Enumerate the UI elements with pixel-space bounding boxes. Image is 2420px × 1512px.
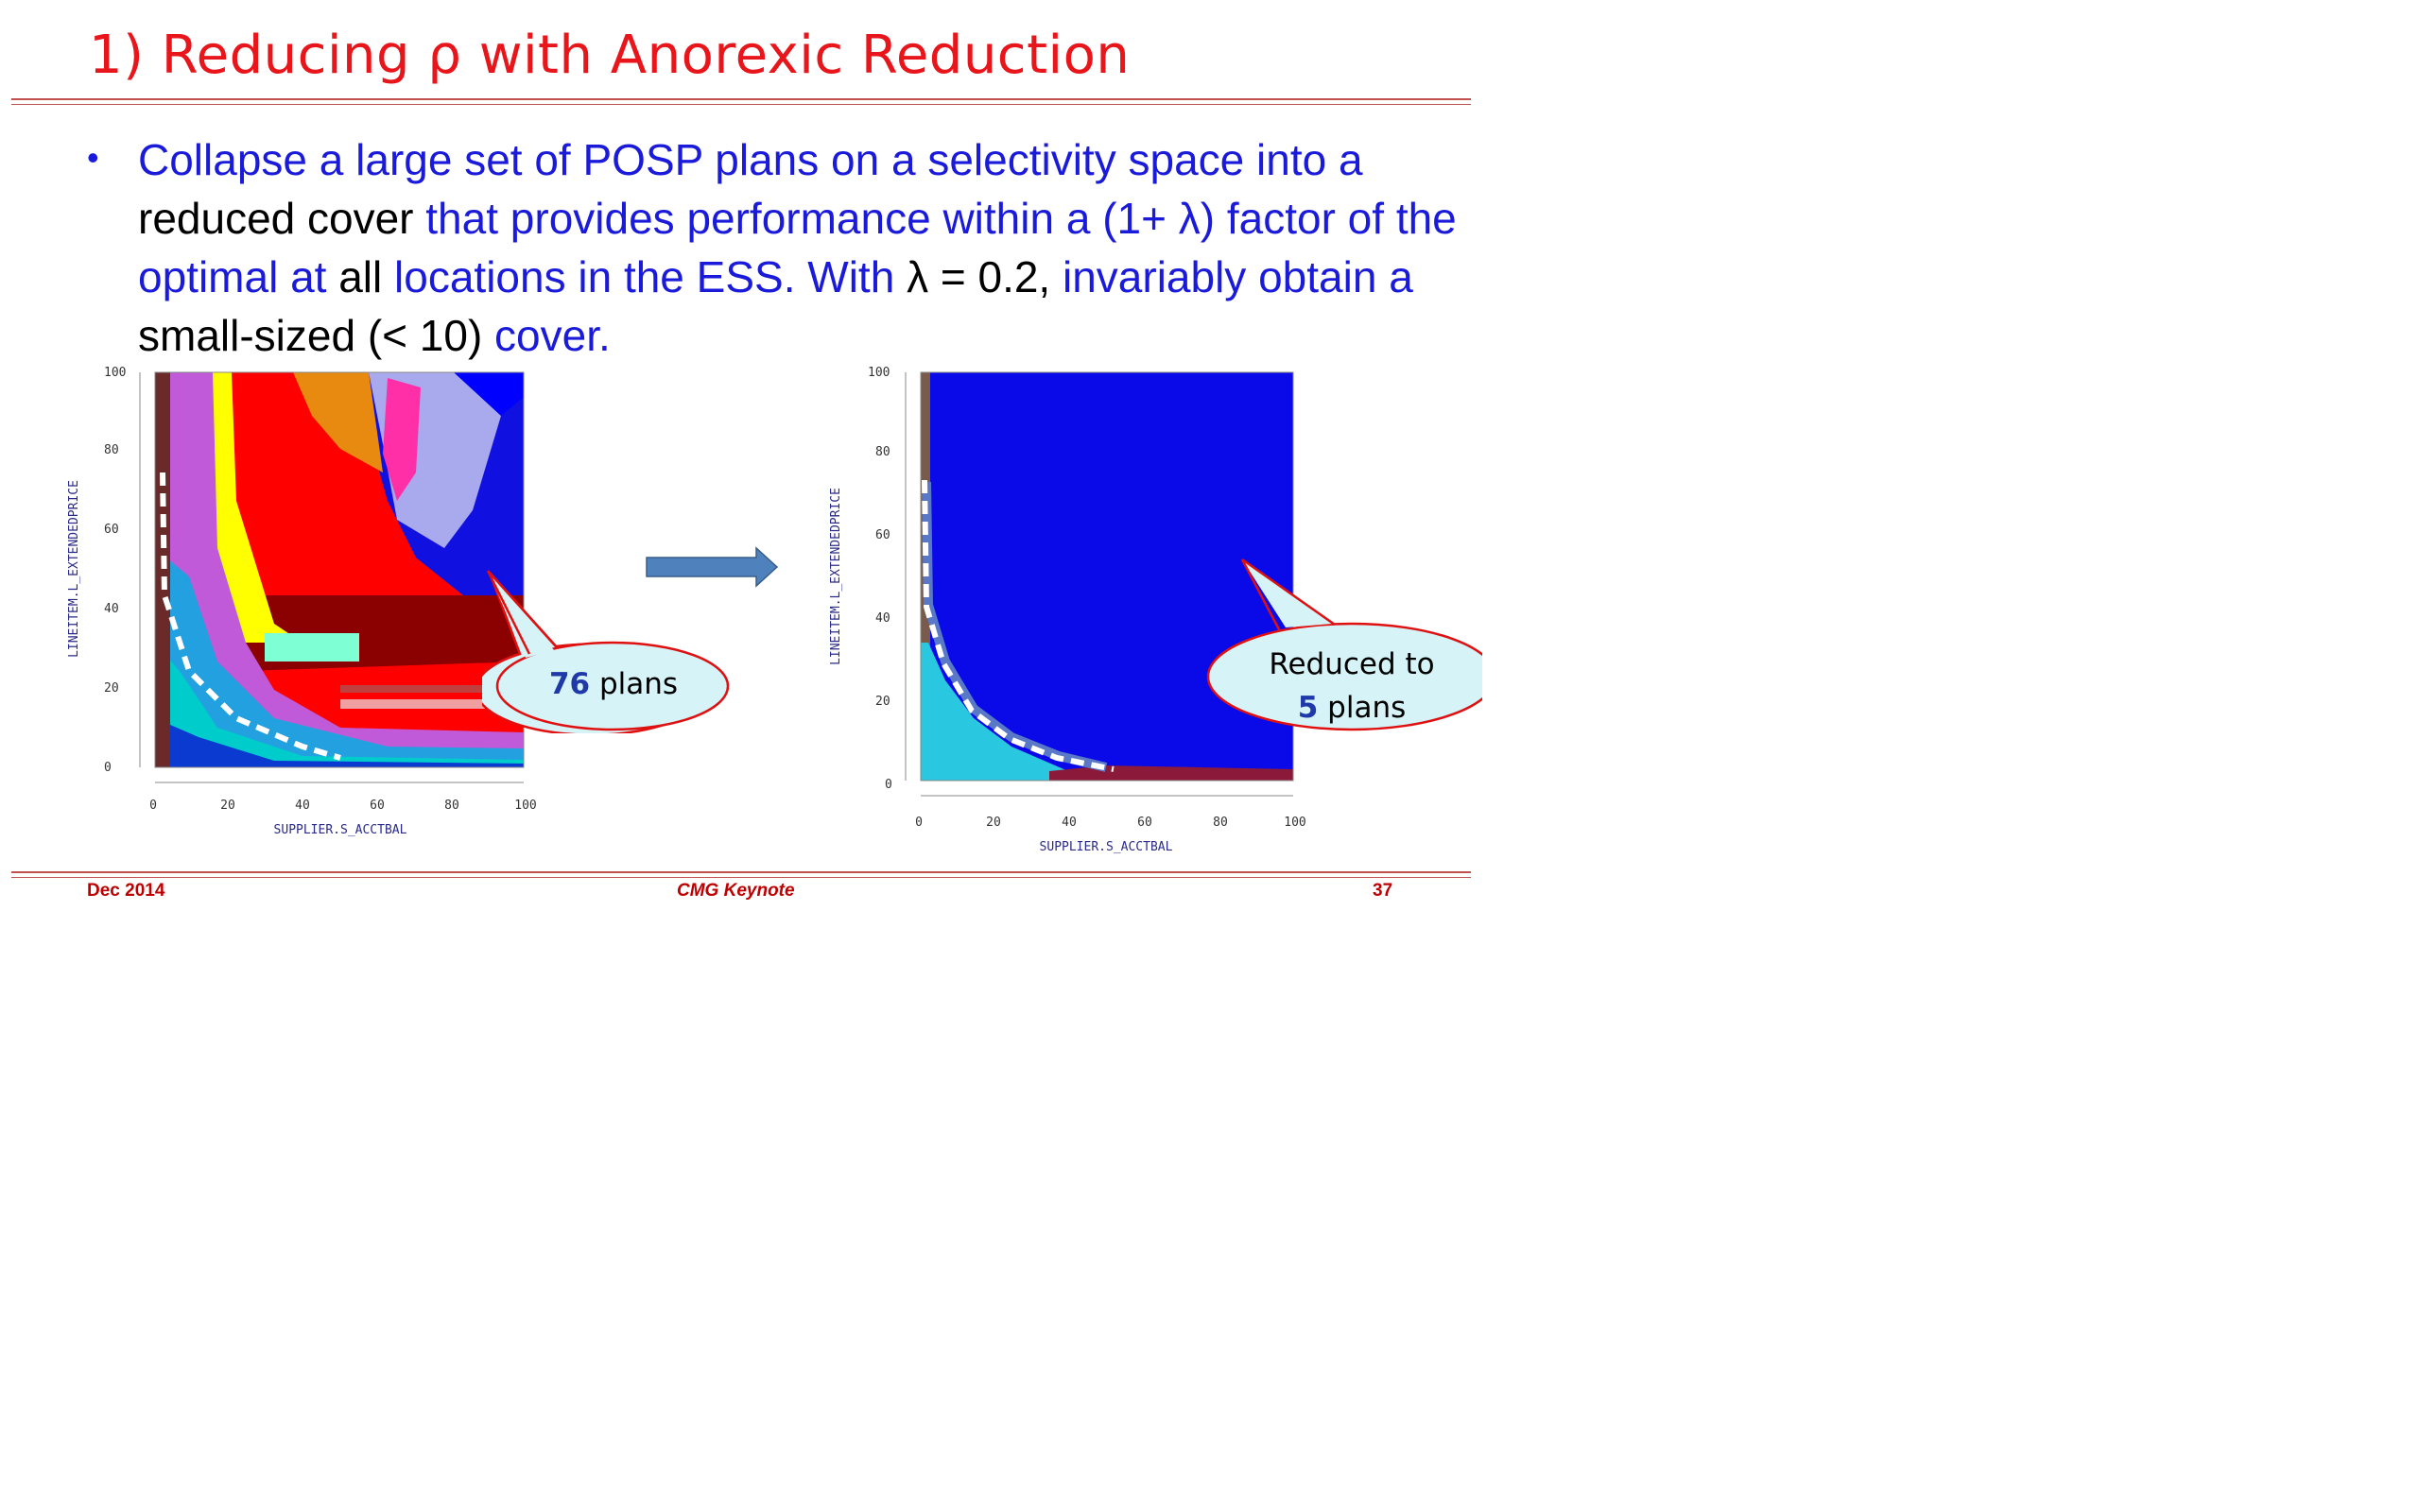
right-plan-diagram: 0 20 40 60 80 100 0 20 40 60 80 100 SUPP…	[822, 359, 1333, 874]
title-divider-thin	[11, 104, 1471, 105]
left-plan-regions	[155, 372, 524, 767]
y-tick: 40	[875, 611, 890, 626]
y-tick: 0	[104, 761, 112, 775]
y-tick: 100	[104, 366, 126, 380]
y-tick: 60	[104, 523, 119, 537]
bullet-segment: invariably obtain a	[1050, 252, 1413, 301]
right-plan-diagram-svg: 0 20 40 60 80 100 0 20 40 60 80 100 SUPP…	[829, 366, 1306, 854]
bullet-segment-emphasis: small-sized (< 10)	[138, 311, 483, 360]
left-x-ticks: 0 20 40 60 80 100	[149, 799, 537, 813]
x-tick: 0	[149, 799, 157, 813]
left-callout-text: 76 plans	[497, 667, 730, 701]
right-x-axis-label: SUPPLIER.S_ACCTBAL	[1040, 840, 1173, 854]
footer-divider-thin	[11, 877, 1471, 878]
right-plan-regions	[921, 372, 1293, 781]
left-callout-count: 76	[548, 667, 591, 701]
bullet-segment: cover.	[482, 311, 611, 360]
bullet-segment-emphasis: all	[338, 252, 383, 301]
bullet-segment-emphasis: λ = 0.2,	[907, 252, 1051, 301]
left-plan-diagram: 0 20 40 60 80 100 0 20 40 60 80 100 SUPP…	[57, 359, 567, 855]
x-tick: 40	[295, 799, 310, 813]
left-y-ticks: 0 20 40 60 80 100	[104, 366, 126, 775]
title-divider	[11, 98, 1471, 100]
right-arrow-icon	[645, 546, 781, 593]
x-tick: 60	[370, 799, 385, 813]
right-y-ticks: 0 20 40 60 80 100	[868, 366, 892, 792]
left-y-axis-label: LINEITEM.L_EXTENDEDPRICE	[67, 480, 81, 658]
footer-date: Dec 2014	[87, 881, 165, 901]
y-tick: 80	[104, 443, 119, 457]
slide-title: 1) Reducing ρ with Anorexic Reduction	[89, 25, 1131, 86]
right-callout-text: Reduced to 5 plans	[1212, 643, 1492, 730]
callout-bubble	[475, 570, 730, 736]
x-tick: 0	[915, 816, 923, 830]
right-callout-count: 5	[1297, 691, 1319, 725]
x-tick: 40	[1062, 816, 1077, 830]
footer-event: CMG Keynote	[677, 881, 795, 901]
x-tick: 20	[986, 816, 1001, 830]
bullet-marker: •	[87, 138, 99, 177]
y-tick: 80	[875, 445, 890, 459]
bullet-segment-emphasis: reduced cover	[138, 194, 414, 243]
x-tick: 100	[1284, 816, 1305, 830]
callout-bubble	[1206, 558, 1497, 731]
right-x-ticks: 0 20 40 60 80 100	[915, 816, 1306, 830]
x-tick: 80	[1213, 816, 1228, 830]
x-tick: 20	[220, 799, 235, 813]
y-tick: 40	[104, 602, 119, 616]
slide-number: 37	[1373, 881, 1393, 901]
x-tick: 100	[514, 799, 536, 813]
left-callout-label: plans	[590, 667, 679, 701]
y-tick: 100	[868, 366, 890, 380]
left-callout: 76 plans	[475, 563, 737, 738]
left-plan-diagram-svg: 0 20 40 60 80 100 0 20 40 60 80 100 SUPP…	[67, 366, 537, 837]
right-y-axis-label: LINEITEM.L_EXTENDEDPRICE	[829, 488, 843, 665]
right-callout-label: plans	[1318, 691, 1407, 725]
x-tick: 60	[1137, 816, 1152, 830]
y-tick: 0	[885, 778, 892, 792]
x-tick: 80	[444, 799, 459, 813]
bullet-segment: that provides performance within a (1+ λ…	[138, 194, 1457, 301]
y-tick: 60	[875, 528, 890, 542]
bullet-text: Collapse a large set of POSP plans on a …	[138, 130, 1461, 365]
bullet-segment: locations in the ESS. With	[382, 252, 908, 301]
bullet-segment: Collapse a large set of POSP plans on a …	[138, 135, 1363, 184]
right-callout: Reduced to 5 plans	[1201, 556, 1497, 740]
y-tick: 20	[875, 695, 890, 709]
footer-divider	[11, 871, 1471, 873]
left-x-axis-label: SUPPLIER.S_ACCTBAL	[274, 823, 407, 837]
y-tick: 20	[104, 681, 119, 696]
right-callout-line1: Reduced to	[1269, 647, 1435, 681]
